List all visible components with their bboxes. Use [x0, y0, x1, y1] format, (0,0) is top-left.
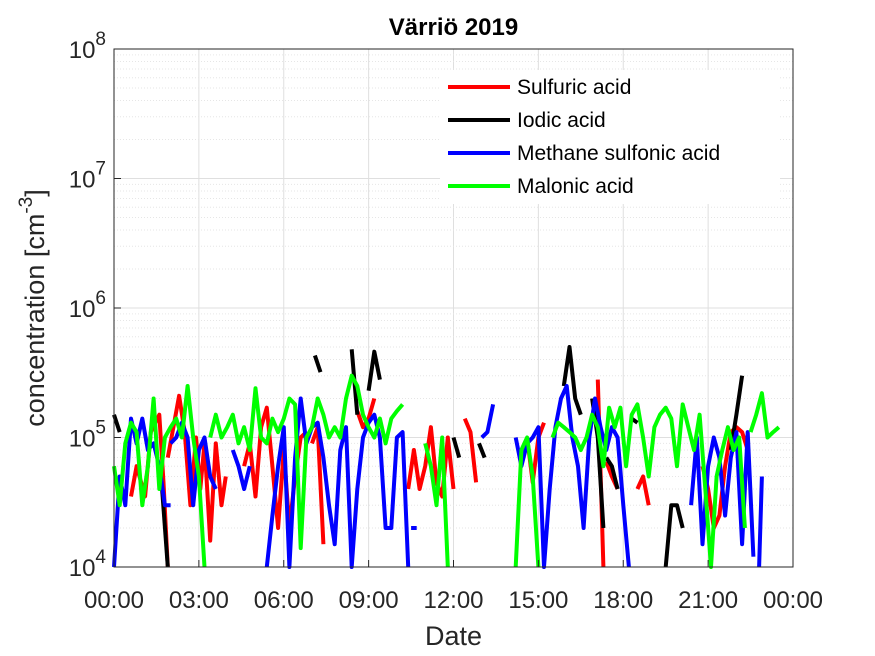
x-tick-label: 15:00: [508, 587, 568, 614]
y-axis-label-group: concentration [cm-3]: [16, 189, 50, 427]
legend-background: [440, 70, 780, 204]
x-tick-label: 12:00: [423, 587, 483, 614]
series-line-segment: [264, 396, 411, 569]
series-line-segment: [230, 449, 252, 491]
series-line-segment: [208, 373, 405, 551]
x-axis-label: Date: [425, 621, 482, 651]
series-line-segment: [604, 456, 620, 490]
legend-label: Methane sulfonic acid: [517, 142, 720, 165]
series-line-segment: [112, 384, 207, 568]
legend-label: Malonic acid: [517, 175, 634, 198]
series-layer: [112, 345, 781, 569]
series-line-segment: [406, 425, 456, 499]
x-tick-labels: 00:00 03:00 06:00 09:00 12:00 15:00 18:00 21:00…: [84, 587, 823, 614]
y-tick-label: 105: [69, 418, 106, 453]
legend-label: Sulfuric acid: [517, 76, 631, 99]
x-tick-label: 09:00: [339, 587, 399, 614]
y-axis-label-main: concentration [cm: [20, 214, 50, 427]
series-line-segment: [700, 425, 750, 530]
y-tick-label: 107: [69, 159, 106, 194]
y-axis-label: concentration [cm-3]: [16, 189, 50, 427]
series-4: [112, 373, 781, 569]
series-line-segment: [366, 349, 382, 391]
x-tick-label: 21:00: [678, 587, 738, 614]
series-line-segment: [169, 420, 218, 508]
x-tick-label: 00:00: [763, 587, 823, 614]
series-line-segment: [313, 354, 323, 373]
series-line-segment: [757, 476, 764, 568]
series-line-segment: [112, 414, 122, 433]
series-line-segment: [748, 391, 781, 440]
y-tick-label: 104: [69, 547, 107, 582]
x-tick-label: 18:00: [593, 587, 653, 614]
y-tick-label: 106: [69, 288, 106, 323]
series-line-segment: [635, 474, 651, 506]
series-line-segment: [423, 435, 450, 568]
legend: Sulfuric acid Iodic acid Methane sulfonic …: [440, 70, 780, 204]
chart-title: Värriö 2019: [389, 14, 518, 41]
series-line-segment: [561, 345, 583, 416]
series-line-segment: [480, 403, 496, 439]
x-tick-label: 03:00: [169, 587, 229, 614]
series-line-segment: [663, 503, 685, 568]
series-line-segment: [477, 442, 487, 459]
y-axis-label-close: ]: [20, 189, 50, 197]
series-line-segment: [513, 435, 541, 568]
legend-label: Iodic acid: [517, 109, 606, 132]
x-tick-label: 00:00: [84, 587, 144, 614]
axes: [113, 48, 794, 568]
series-line-segment: [462, 417, 479, 483]
y-tick-label: 108: [69, 29, 106, 64]
series-line-segment: [550, 402, 747, 569]
y-tick-labels: 104 105 106 107 108: [69, 29, 107, 582]
series-line-segment: [451, 436, 462, 459]
x-tick-label: 06:00: [254, 587, 314, 614]
y-axis-label-exponent: -3: [16, 197, 37, 214]
